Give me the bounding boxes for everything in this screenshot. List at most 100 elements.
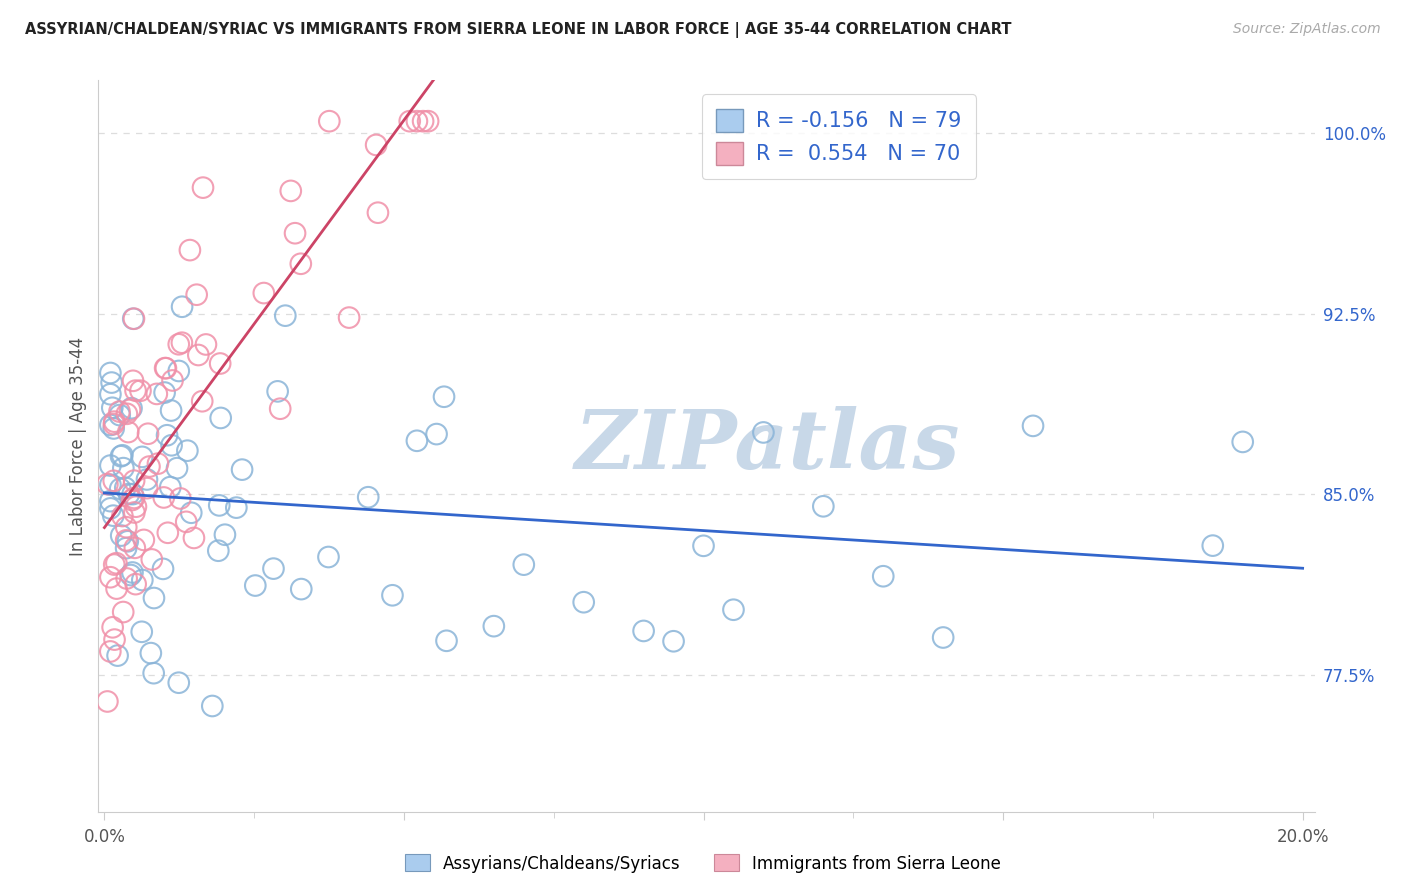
- Point: [381, 588, 404, 602]
- Point: [131, 573, 153, 587]
- Legend: R = -0.156   N = 79, R =  0.554   N = 70: R = -0.156 N = 79, R = 0.554 N = 70: [702, 95, 976, 179]
- Point: [436, 633, 458, 648]
- Point: [153, 361, 176, 376]
- Point: [118, 487, 141, 501]
- Point: [176, 443, 198, 458]
- Point: [111, 448, 134, 462]
- Point: [124, 384, 146, 398]
- Point: [124, 541, 146, 555]
- Point: [1022, 418, 1045, 433]
- Point: [1202, 539, 1225, 553]
- Point: [100, 366, 122, 380]
- Point: [412, 114, 434, 128]
- Point: [100, 417, 122, 432]
- Point: [131, 450, 153, 464]
- Point: [115, 572, 138, 586]
- Point: [214, 527, 236, 541]
- Point: [117, 425, 139, 439]
- Legend: Assyrians/Chaldeans/Syriacs, Immigrants from Sierra Leone: Assyrians/Chaldeans/Syriacs, Immigrants …: [398, 847, 1008, 880]
- Point: [115, 541, 138, 556]
- Point: [100, 387, 122, 401]
- Point: [752, 425, 775, 440]
- Point: [155, 361, 177, 376]
- Point: [146, 457, 169, 471]
- Point: [266, 384, 288, 399]
- Point: [110, 528, 132, 542]
- Point: [179, 243, 201, 257]
- Point: [122, 311, 145, 326]
- Point: [142, 666, 165, 681]
- Point: [120, 568, 142, 582]
- Point: [201, 698, 224, 713]
- Point: [152, 491, 174, 505]
- Point: [513, 558, 536, 572]
- Point: [209, 411, 232, 425]
- Point: [124, 577, 146, 591]
- Point: [122, 474, 145, 488]
- Point: [406, 434, 429, 448]
- Point: [138, 459, 160, 474]
- Point: [180, 506, 202, 520]
- Point: [101, 620, 124, 634]
- Point: [105, 556, 128, 570]
- Point: [114, 481, 136, 495]
- Point: [121, 493, 143, 508]
- Point: [872, 569, 894, 583]
- Point: [172, 300, 194, 314]
- Point: [121, 401, 143, 416]
- Point: [482, 619, 505, 633]
- Point: [136, 426, 159, 441]
- Text: ZIPatlas: ZIPatlas: [575, 406, 960, 486]
- Point: [318, 114, 340, 128]
- Point: [183, 531, 205, 545]
- Point: [166, 461, 188, 475]
- Point: [101, 401, 124, 415]
- Point: [167, 337, 190, 351]
- Point: [131, 624, 153, 639]
- Point: [103, 508, 125, 523]
- Point: [98, 644, 121, 658]
- Point: [191, 180, 214, 194]
- Point: [115, 407, 138, 421]
- Point: [111, 509, 134, 524]
- Point: [159, 480, 181, 494]
- Point: [121, 566, 143, 580]
- Point: [110, 449, 132, 463]
- Point: [174, 515, 197, 529]
- Point: [572, 595, 595, 609]
- Point: [125, 500, 148, 514]
- Point: [208, 499, 231, 513]
- Point: [122, 311, 145, 326]
- Point: [112, 605, 135, 619]
- Point: [100, 494, 122, 508]
- Point: [100, 458, 122, 473]
- Point: [143, 591, 166, 605]
- Text: Source: ZipAtlas.com: Source: ZipAtlas.com: [1233, 22, 1381, 37]
- Point: [110, 482, 132, 496]
- Point: [194, 337, 217, 351]
- Point: [416, 114, 439, 128]
- Text: ASSYRIAN/CHALDEAN/SYRIAC VS IMMIGRANTS FROM SIERRA LEONE IN LABOR FORCE | AGE 35: ASSYRIAN/CHALDEAN/SYRIAC VS IMMIGRANTS F…: [25, 22, 1012, 38]
- Point: [169, 491, 191, 506]
- Point: [290, 257, 312, 271]
- Point: [139, 646, 162, 660]
- Point: [406, 114, 429, 128]
- Point: [167, 675, 190, 690]
- Point: [253, 286, 276, 301]
- Point: [723, 603, 745, 617]
- Point: [136, 481, 159, 495]
- Point: [100, 477, 122, 491]
- Point: [209, 357, 232, 371]
- Point: [105, 582, 128, 596]
- Point: [225, 500, 247, 515]
- Point: [103, 474, 125, 488]
- Point: [129, 384, 152, 398]
- Point: [191, 394, 214, 409]
- Point: [103, 421, 125, 435]
- Point: [100, 501, 122, 516]
- Point: [662, 634, 685, 648]
- Point: [156, 428, 179, 442]
- Point: [122, 374, 145, 388]
- Point: [156, 525, 179, 540]
- Point: [1232, 434, 1254, 449]
